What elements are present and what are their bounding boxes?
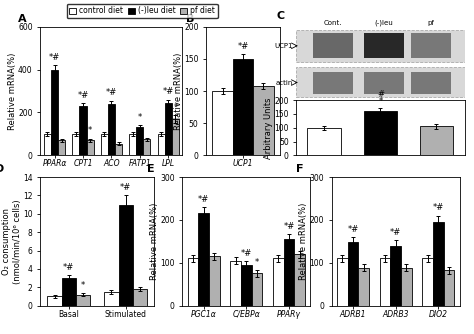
Bar [129, 134, 137, 155]
Text: F: F [296, 164, 303, 174]
Bar [433, 222, 444, 306]
Bar [172, 119, 179, 155]
Bar [100, 134, 108, 155]
Bar [44, 134, 51, 155]
Bar [337, 259, 348, 306]
Text: *#: *# [237, 41, 248, 50]
Text: *#: *# [347, 225, 359, 234]
Bar [157, 134, 165, 155]
Bar [419, 126, 453, 155]
Text: *: * [138, 113, 142, 122]
Text: *#: *# [120, 183, 131, 192]
Bar [133, 289, 147, 306]
Text: actin: actin [275, 79, 293, 86]
Bar [241, 265, 252, 306]
Bar [313, 71, 354, 94]
Bar [143, 139, 151, 155]
Bar [72, 134, 79, 155]
Bar [230, 261, 241, 306]
Text: *#: *# [283, 222, 295, 231]
Y-axis label: Relative mRNA(%): Relative mRNA(%) [299, 203, 308, 280]
Bar [188, 259, 199, 306]
Legend: control diet, (-)leu diet, pf diet: control diet, (-)leu diet, pf diet [67, 4, 218, 18]
Text: B: B [186, 14, 194, 24]
Bar [401, 268, 412, 306]
Text: pf: pf [428, 20, 434, 26]
Text: *: * [81, 281, 85, 290]
Bar [76, 295, 90, 306]
Bar [115, 144, 122, 155]
Text: *#: *# [433, 203, 444, 212]
Bar [358, 268, 369, 306]
Bar [58, 140, 65, 155]
Bar [86, 140, 93, 155]
Bar [199, 213, 209, 306]
Y-axis label: Relative mRNA(%): Relative mRNA(%) [173, 52, 182, 130]
Bar [364, 33, 404, 58]
Bar [118, 204, 133, 306]
Bar [380, 259, 391, 306]
Bar [253, 86, 273, 155]
Bar [444, 271, 455, 306]
Text: (-)leu: (-)leu [374, 19, 393, 26]
Bar [348, 242, 358, 306]
Bar [47, 297, 62, 306]
Bar [108, 104, 115, 155]
Bar [294, 254, 305, 306]
Text: *: * [255, 258, 259, 267]
Y-axis label: Relative mRNA(%): Relative mRNA(%) [8, 52, 17, 130]
Bar [364, 111, 397, 155]
Text: *: * [88, 126, 92, 135]
FancyBboxPatch shape [296, 30, 465, 62]
Y-axis label: O₂ consumption
(nmol/min/10⁶ cells): O₂ consumption (nmol/min/10⁶ cells) [2, 199, 22, 284]
Bar [233, 59, 253, 155]
Bar [104, 292, 118, 306]
Text: *#: *# [77, 91, 89, 100]
Bar [364, 71, 404, 94]
Bar [273, 259, 284, 306]
Bar [212, 91, 233, 155]
Y-axis label: Arbitrary Units: Arbitrary Units [264, 97, 273, 159]
Bar [209, 256, 220, 306]
Bar [62, 278, 76, 306]
Text: Cont.: Cont. [324, 20, 343, 26]
Bar [164, 103, 172, 155]
Bar [313, 33, 354, 58]
Text: *#: *# [198, 195, 210, 204]
FancyBboxPatch shape [296, 67, 465, 97]
Bar [80, 106, 86, 155]
Bar [391, 245, 401, 306]
Bar [51, 69, 58, 155]
Text: *#: *# [63, 263, 74, 272]
Bar [422, 259, 433, 306]
Text: #
*: # * [377, 90, 384, 106]
Text: *#: *# [390, 228, 401, 237]
Text: *#: *# [49, 53, 60, 62]
Bar [252, 274, 263, 306]
Text: *#: *# [163, 88, 174, 97]
Text: E: E [146, 164, 154, 174]
Bar [284, 239, 294, 306]
Text: *#: *# [106, 89, 117, 98]
Bar [410, 71, 451, 94]
Text: D: D [0, 164, 4, 174]
Bar [308, 128, 341, 155]
Bar [136, 128, 143, 155]
Bar [410, 33, 451, 58]
Text: *: * [173, 103, 177, 112]
Text: C: C [276, 11, 284, 21]
Text: *#: *# [241, 249, 252, 258]
Text: A: A [18, 14, 26, 24]
Y-axis label: Relative mRNA(%): Relative mRNA(%) [150, 203, 159, 280]
Text: UCP1: UCP1 [274, 43, 293, 49]
